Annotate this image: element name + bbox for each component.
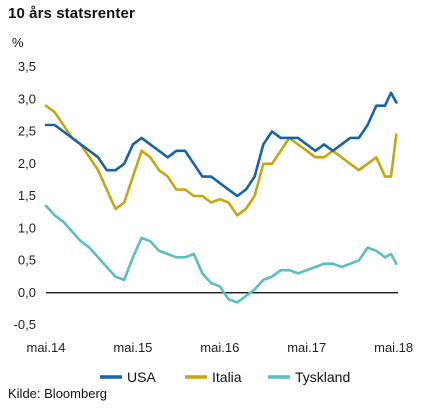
legend-label: Tyskland <box>295 369 350 385</box>
x-tick-label: mai.16 <box>200 340 239 355</box>
x-tick-label: mai.15 <box>113 340 152 355</box>
y-tick-label: 3,5 <box>18 59 36 74</box>
source-note: Kilde: Bloomberg <box>8 386 107 401</box>
legend-label: USA <box>127 369 156 385</box>
y-tick-label: -0,5 <box>14 317 36 332</box>
x-tick-label: mai.17 <box>287 340 326 355</box>
series-line-usa <box>44 91 398 198</box>
y-tick-label: 3,0 <box>18 91 36 106</box>
x-tick-label: mai.18 <box>374 340 413 355</box>
y-tick-label: 1,5 <box>18 188 36 203</box>
x-tick-label: mai.14 <box>26 340 65 355</box>
chart-title: 10 års statsrenter <box>8 5 135 22</box>
y-axis-unit-label: % <box>12 35 24 50</box>
y-tick-label: 2,0 <box>18 156 36 171</box>
y-tick-label: 2,5 <box>18 124 36 139</box>
series-line-italia <box>44 104 398 217</box>
y-tick-label: 0,5 <box>18 253 36 268</box>
y-tick-label: 1,0 <box>18 220 36 235</box>
series-line-tyskland <box>44 204 398 304</box>
y-tick-label: 0,0 <box>18 285 36 300</box>
legend-label: Italia <box>212 369 242 385</box>
